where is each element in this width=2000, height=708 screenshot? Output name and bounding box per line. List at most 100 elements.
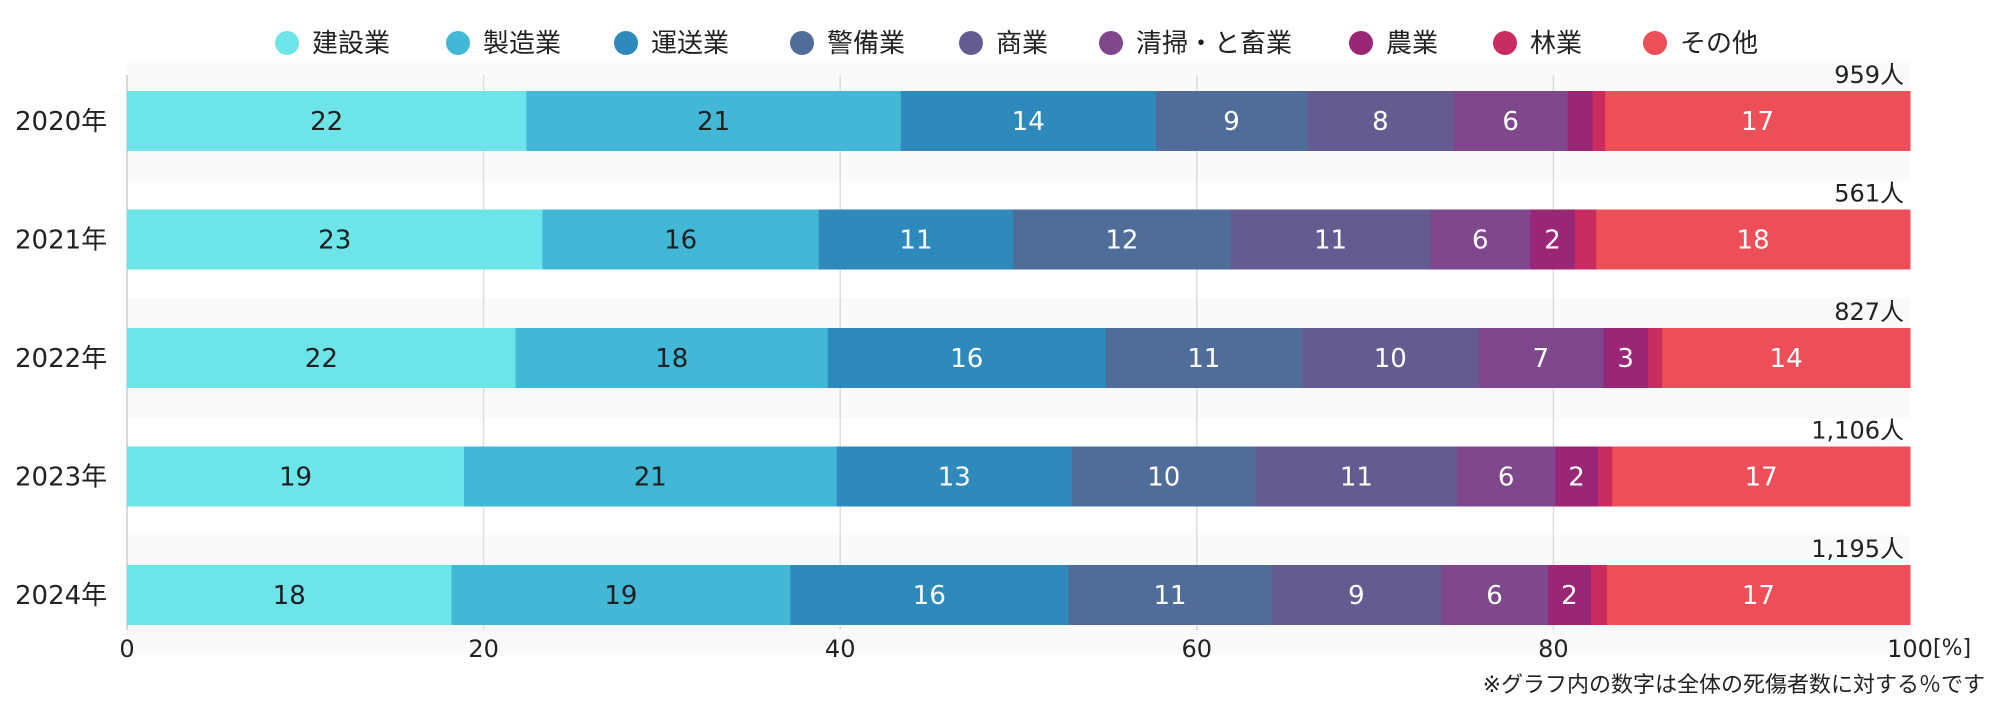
bar-segment (818, 209, 1014, 270)
data-label: 8 (1372, 107, 1389, 137)
data-label: 10 (1374, 344, 1407, 374)
total-label: 1,195人 (1811, 535, 1904, 563)
data-label: 16 (950, 344, 983, 374)
bar-segment (127, 565, 453, 625)
bar-segment (1597, 446, 1613, 507)
data-label: 19 (604, 581, 637, 611)
data-label: 6 (1502, 107, 1519, 137)
x-tick-label: 0 (119, 635, 134, 663)
data-label: 16 (913, 581, 946, 611)
legend-label: 運送業 (651, 29, 729, 59)
bar-segment (827, 328, 1107, 388)
bar-segment (1071, 446, 1257, 507)
bar-segment (1567, 91, 1594, 151)
data-label: 12 (1105, 226, 1138, 256)
bar-segment (127, 328, 517, 388)
bar-segment (1255, 446, 1458, 507)
bar-segment (127, 446, 465, 507)
data-label: 10 (1147, 463, 1180, 493)
data-label: 16 (664, 226, 697, 256)
data-label: 19 (279, 463, 312, 493)
bar-segment (451, 565, 791, 625)
y-tick-label: 2024年 (15, 581, 107, 611)
legend-label: 製造業 (483, 29, 561, 59)
total-label: 561人 (1834, 180, 1904, 208)
legend-marker (614, 31, 638, 55)
bar-segment (1453, 91, 1569, 151)
data-label: 2 (1544, 226, 1561, 256)
bar-segment (1574, 209, 1597, 270)
legend-marker (1493, 31, 1517, 55)
data-label: 23 (318, 226, 351, 256)
bar-segment (1662, 328, 1911, 388)
bar-segment (790, 565, 1069, 625)
bar-segment (836, 446, 1073, 507)
bar-segment (1271, 565, 1442, 625)
legend-label: 林業 (1530, 29, 1582, 59)
bar-segment (542, 209, 820, 270)
data-label: 17 (1742, 581, 1775, 611)
legend-marker (1643, 31, 1667, 55)
data-label: 9 (1348, 581, 1365, 611)
data-label: 14 (1012, 107, 1045, 137)
bar-segment (1441, 565, 1549, 625)
bar-segment (463, 446, 838, 507)
data-label: 6 (1472, 226, 1489, 256)
x-axis: 0 20 40 60 80 100 (119, 635, 1933, 663)
bar-segment (1603, 328, 1649, 388)
bar-segment (1457, 446, 1556, 507)
total-label: 959人 (1834, 61, 1904, 89)
bar-segment (1612, 446, 1911, 507)
data-label: 13 (938, 463, 971, 493)
bar-segment (1596, 209, 1911, 270)
data-label: 17 (1745, 463, 1778, 493)
data-label: 2 (1561, 581, 1578, 611)
legend-label: 建設業 (312, 29, 390, 59)
bar-segment (1307, 91, 1455, 151)
data-label: 7 (1533, 344, 1550, 374)
data-label: 11 (1154, 581, 1187, 611)
bar-segment (1548, 565, 1592, 625)
legend-marker (275, 31, 299, 55)
legend-label: 清掃・と畜業 (1136, 29, 1292, 59)
x-tick-label: 100 (1887, 635, 1933, 663)
data-label: 18 (655, 344, 688, 374)
data-label: 11 (1340, 463, 1373, 493)
data-label: 22 (305, 344, 338, 374)
x-axis-unit: [%] (1933, 636, 1971, 661)
bar-segment (1590, 565, 1608, 625)
bar-segment (127, 91, 527, 151)
data-label: 11 (1314, 226, 1347, 256)
bar-segment (1478, 328, 1604, 388)
data-label: 18 (273, 581, 306, 611)
y-axis-labels: 2020年 2021年 2022年 2023年 2024年 (15, 107, 107, 611)
bar-segment (900, 91, 1157, 151)
bar-segment (1301, 328, 1480, 388)
bar-segment (1530, 209, 1576, 270)
bar-segment (526, 91, 902, 151)
total-label: 827人 (1834, 298, 1904, 326)
bar-segment (1013, 209, 1232, 270)
bar-segment (515, 328, 829, 388)
total-label: 1,106人 (1811, 417, 1904, 445)
legend-label: その他 (1680, 29, 1758, 59)
data-label: 3 (1617, 344, 1634, 374)
legend: 建設業 製造業 運送業 警備業 商業 清掃・と畜業 農業 林業 その他 (275, 29, 1758, 59)
y-tick-label: 2023年 (15, 463, 107, 493)
bar-segment (1592, 91, 1606, 151)
data-label: 18 (1737, 226, 1770, 256)
legend-marker (446, 31, 470, 55)
bar-segment (1647, 328, 1663, 388)
legend-marker (959, 31, 983, 55)
legend-marker (1099, 31, 1123, 55)
data-label: 21 (697, 107, 730, 137)
bar-segment (1605, 91, 1911, 151)
legend-marker (1349, 31, 1373, 55)
bar-segment (1105, 328, 1303, 388)
y-tick-label: 2022年 (15, 344, 107, 374)
x-tick-label: 20 (468, 635, 499, 663)
bar-segment (1555, 446, 1599, 507)
chart-note: ※グラフ内の数字は全体の死傷者数に対する％です (1483, 673, 1985, 698)
data-label: 9 (1223, 107, 1240, 137)
